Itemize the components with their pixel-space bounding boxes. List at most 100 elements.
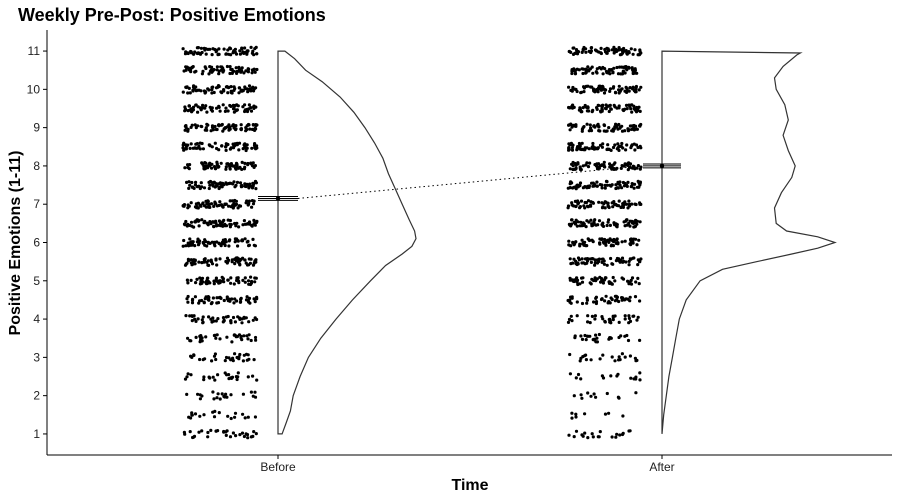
data-point [582,223,586,227]
data-point [578,165,582,169]
data-point [603,299,607,303]
data-point [601,72,605,76]
data-point [190,180,194,185]
data-point [226,48,230,52]
data-point [607,147,611,151]
data-point [224,165,228,169]
data-point [244,201,248,205]
data-point [603,67,607,71]
data-point [247,320,251,324]
data-point [573,278,577,282]
data-point [252,430,256,434]
data-point [192,353,196,357]
data-point [606,238,610,242]
data-point [183,109,187,113]
data-point [216,373,220,377]
data-point [224,240,228,244]
data-point [601,221,605,225]
data-point [182,222,187,226]
data-point [571,87,575,91]
data-point [227,204,231,208]
data-point [232,88,236,92]
data-point [585,204,590,208]
data-point [233,221,237,226]
data-point [228,435,233,439]
data-point [628,257,632,261]
data-point [585,109,590,113]
data-point [225,429,229,433]
data-point [213,244,217,248]
data-point [241,392,245,396]
data-point [253,415,257,419]
data-point [637,282,641,286]
data-point [247,199,251,203]
data-point [204,161,208,165]
data-point [604,69,609,73]
data-point [604,243,608,247]
data-point [221,103,225,107]
data-point [246,415,250,419]
data-point [181,47,185,51]
data-point [219,90,223,94]
data-point [242,334,246,338]
data-point [216,392,220,396]
data-point [574,259,578,263]
data-point [229,281,233,285]
data-point [594,295,599,299]
data-point [570,125,574,129]
data-point [579,90,584,94]
data-point [188,91,192,95]
data-point [233,240,237,244]
data-point [581,106,585,110]
data-point [252,243,256,247]
data-point [191,435,195,440]
data-point [608,238,613,242]
data-point [196,219,200,223]
data-point [182,430,186,434]
data-point [200,318,204,322]
data-point [246,90,250,94]
data-point [240,321,244,325]
y-tick-label: 9 [33,121,40,135]
data-point [604,179,609,183]
data-point [185,297,189,301]
data-point [229,104,233,108]
data-point [193,220,197,224]
data-point [234,202,239,206]
data-point [606,143,610,147]
data-point [567,146,571,150]
data-point [253,221,258,225]
data-point [246,279,251,283]
data-point [576,220,580,224]
data-point [187,415,191,419]
data-point [614,122,618,126]
data-point [635,243,639,247]
data-point [198,147,202,151]
data-point [197,224,201,228]
data-point [200,141,204,146]
data-point [244,298,249,302]
data-point [234,66,238,70]
data-point [567,317,572,321]
data-point [204,104,208,108]
data-point [217,47,221,51]
data-point [631,241,635,245]
data-point [199,181,203,185]
data-point [603,237,607,242]
data-point [611,205,615,209]
data-point [244,261,248,265]
data-point [591,184,595,188]
data-point [190,242,194,246]
data-point [633,48,637,52]
data-point [628,224,632,228]
data-point [217,104,221,108]
data-point [194,89,198,93]
data-point [622,202,626,207]
data-point [252,89,256,93]
data-point [206,202,210,206]
data-point [607,411,611,415]
data-point [215,106,219,110]
data-point [249,390,253,394]
data-point [623,355,627,359]
y-tick-label: 6 [33,236,40,250]
